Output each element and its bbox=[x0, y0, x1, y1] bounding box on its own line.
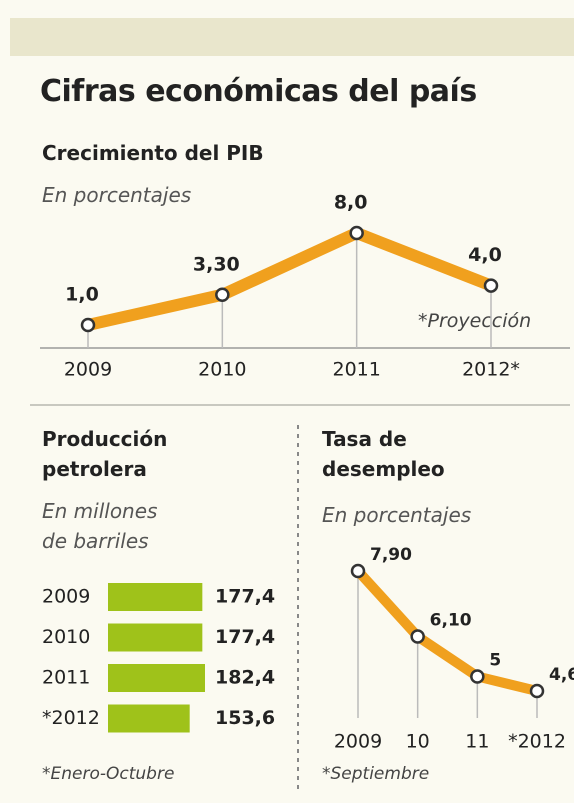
chart-title: Producción petrolera bbox=[42, 427, 168, 481]
point bbox=[410, 629, 425, 644]
point bbox=[483, 278, 499, 293]
x-tick-label: 2012* bbox=[462, 359, 520, 381]
point bbox=[350, 563, 366, 579]
x-tick-label: 2009 bbox=[64, 359, 112, 381]
value-label: 8,0 bbox=[334, 192, 368, 214]
y-tick-label: 2011 bbox=[42, 667, 90, 689]
value-label: 153,6 bbox=[215, 707, 275, 729]
point bbox=[215, 287, 230, 303]
value-label: 177,4 bbox=[215, 586, 275, 608]
value-label: 4,60 bbox=[549, 665, 574, 685]
top-band bbox=[10, 18, 574, 56]
point bbox=[80, 317, 96, 333]
y-tick-label: 2010 bbox=[42, 626, 90, 648]
value-label: 6,10 bbox=[430, 610, 472, 630]
value-label: 5 bbox=[489, 650, 501, 670]
value-label: 177,4 bbox=[215, 626, 275, 648]
bar bbox=[108, 583, 203, 611]
chart-subtitle: En millones de barriles bbox=[42, 499, 158, 553]
point bbox=[529, 683, 545, 699]
x-tick-label: 2010 bbox=[198, 359, 246, 381]
value-label: 3,30 bbox=[193, 253, 240, 275]
line bbox=[353, 566, 542, 696]
bar bbox=[108, 704, 190, 733]
main-title: Cifras económicas del país bbox=[40, 74, 477, 109]
chart-note: *Proyección bbox=[418, 310, 532, 332]
chart-title: Crecimiento del PIB bbox=[42, 141, 264, 165]
chart-title: Tasa de desempleo bbox=[322, 427, 445, 481]
chart-note: *Enero-Octubre bbox=[42, 764, 175, 784]
value-label: 182,4 bbox=[215, 667, 275, 689]
value-label: 1,0 bbox=[65, 284, 99, 306]
x-tick-label: *2012 bbox=[508, 731, 566, 753]
line bbox=[82, 227, 497, 331]
x-tick-label: 10 bbox=[406, 731, 430, 753]
x-tick-label: 2011 bbox=[332, 359, 380, 381]
x-tick-label: 2009 bbox=[334, 731, 382, 753]
point bbox=[470, 669, 485, 684]
y-tick-label: *2012 bbox=[42, 707, 100, 729]
bar bbox=[108, 623, 203, 652]
value-label: 4,0 bbox=[468, 244, 502, 266]
bar bbox=[108, 664, 205, 692]
chart-note: *Septiembre bbox=[322, 764, 430, 784]
value-label: 7,90 bbox=[370, 545, 412, 565]
chart-subtitle: En porcentajes bbox=[42, 183, 192, 207]
point bbox=[349, 225, 364, 241]
y-tick-label: 2009 bbox=[42, 586, 90, 608]
chart-subtitle: En porcentajes bbox=[322, 503, 472, 527]
x-tick-label: 11 bbox=[465, 731, 489, 753]
